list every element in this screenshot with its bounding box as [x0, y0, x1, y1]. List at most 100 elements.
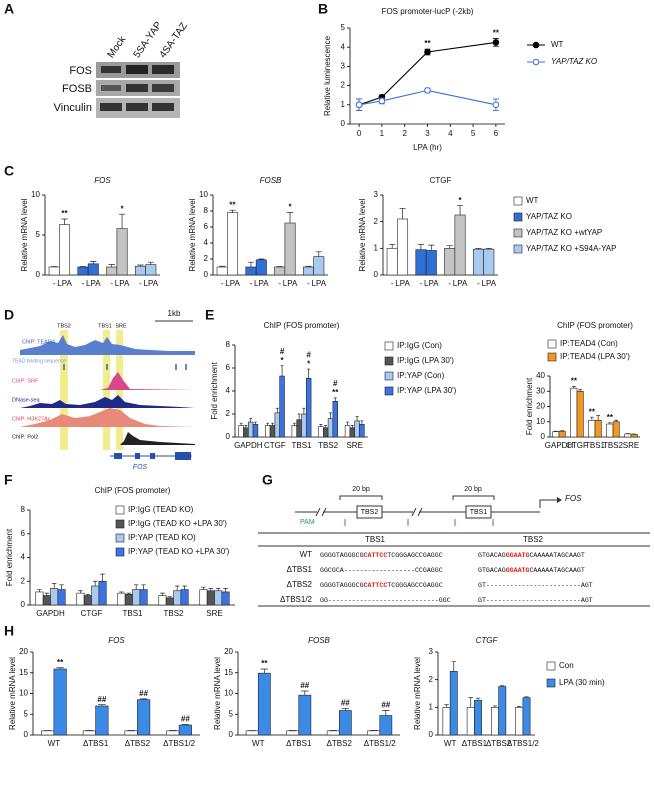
annotation: * — [288, 203, 292, 212]
error-bar — [596, 415, 601, 421]
bar — [397, 218, 409, 276]
y-axis-label: Relative luminescence — [323, 35, 332, 116]
error-bar — [307, 368, 311, 379]
bar — [35, 591, 44, 606]
bar — [442, 707, 451, 736]
blot-row-label: FOSB — [62, 83, 92, 95]
error-bar — [341, 708, 349, 711]
point — [424, 48, 431, 56]
panel-label: H — [4, 623, 14, 639]
x-tick-label: - — [82, 279, 85, 288]
annotation: ## — [381, 701, 390, 710]
y-tick-label: 6 — [226, 363, 231, 372]
y-tick-label: 0 — [374, 270, 379, 279]
error-bar — [614, 419, 619, 422]
blot-row-label: FOS — [69, 65, 92, 77]
track-signal — [20, 335, 195, 355]
y-tick-label: 0 — [21, 600, 26, 609]
pam-label: PAM — [300, 519, 315, 526]
bar — [327, 418, 334, 438]
bar — [291, 425, 298, 438]
error-bar — [108, 264, 115, 267]
error-bar — [85, 593, 91, 596]
break-mark — [315, 507, 423, 517]
error-bar — [182, 585, 187, 590]
bar — [243, 427, 249, 438]
x-tick-label: TBS1 — [291, 441, 312, 450]
bar — [354, 420, 360, 438]
error-bar — [118, 213, 126, 229]
legend-label: YAP/TAZ KO — [551, 57, 597, 66]
bar — [134, 265, 146, 276]
y-tick-label: 10 — [19, 689, 28, 698]
chart-title: FOSB — [308, 636, 330, 645]
x-tick-label: WT — [48, 739, 61, 748]
error-bar — [428, 244, 435, 251]
annotation: ** — [607, 413, 614, 422]
error-bar — [456, 205, 464, 215]
site-highlight — [60, 330, 68, 450]
bar — [173, 590, 182, 606]
error-bar — [607, 422, 612, 425]
bar — [449, 671, 458, 736]
y-tick-label: 10 — [224, 689, 233, 698]
bar — [279, 375, 285, 438]
x-tick-label: LPA — [115, 279, 130, 288]
annotation: ** — [61, 209, 68, 218]
bar — [158, 595, 167, 606]
x-tick-label: LPA — [57, 279, 72, 288]
y-axis-label: Relative mRNA level — [8, 657, 17, 730]
x-tick-label: LPA — [395, 279, 410, 288]
bar — [630, 433, 638, 438]
x-tick-label: CTGF — [566, 441, 588, 450]
x-tick-label: ΔTBS2 — [125, 739, 151, 748]
exon — [150, 453, 155, 459]
panel-label: F — [4, 472, 13, 488]
x-tick-label: - — [448, 279, 451, 288]
error-bar — [61, 218, 68, 225]
error-bar — [350, 425, 354, 428]
error-bar — [78, 590, 83, 594]
x-tick-label: - — [477, 279, 480, 288]
bar — [166, 730, 180, 736]
y-axis-label: Relative mRNA level — [188, 198, 197, 271]
blot: FOS FOSB Vinculin Mock 5SA-YAP 4SA-TAZ — [54, 20, 190, 118]
spacer-label: 20 bp — [464, 486, 482, 493]
legend-swatch — [546, 661, 556, 671]
track-label: DNase-seq — [12, 397, 40, 403]
x-tick-label: - — [139, 279, 142, 288]
annotation: * — [120, 204, 124, 213]
panel-label: B — [318, 1, 328, 17]
legend-label: WT — [551, 40, 564, 49]
x-tick-label: CTGF — [264, 441, 286, 450]
y-tick-label: 4 — [226, 386, 231, 395]
legend-label: LPA (30 min) — [559, 678, 605, 687]
bar — [298, 694, 312, 736]
bar — [588, 419, 596, 438]
bar — [91, 585, 100, 606]
x-tick-label: TBS1 — [122, 609, 143, 618]
bar — [386, 248, 398, 276]
legend-label: YAP/TAZ KO +wtYAP — [526, 228, 602, 237]
sequence: GGGGTAGGGCGCATTCCTCGGGAGCCGAGGC — [320, 552, 443, 559]
annotation: ** — [332, 388, 339, 397]
bar — [491, 707, 499, 736]
x-tick-label: - — [420, 279, 423, 288]
error-bar — [468, 697, 473, 708]
bar — [415, 249, 427, 276]
y-tick-label: 15 — [19, 668, 28, 677]
y-tick-label: 5 — [36, 230, 41, 239]
legend-marker — [532, 58, 540, 66]
track-label: ChIP: H3K27Ac — [12, 416, 51, 422]
blot-row-label: Vinculin — [54, 102, 92, 114]
bar — [344, 425, 351, 438]
legend-swatch — [547, 352, 557, 362]
legend-label: IP:IgG (TEAD KO) — [128, 505, 194, 514]
chart-title: FOS — [94, 176, 111, 185]
error-bar — [346, 421, 349, 426]
annotation: * — [458, 196, 462, 205]
band — [101, 66, 121, 73]
error-bar — [286, 212, 294, 223]
chart-title: FOS — [108, 636, 125, 645]
site-sequence: CATTCC — [364, 552, 388, 559]
